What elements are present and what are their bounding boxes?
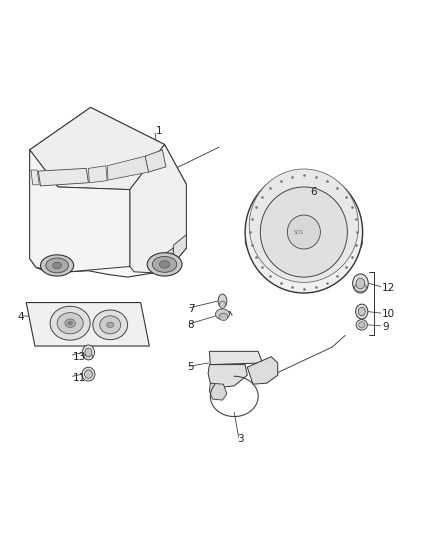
Ellipse shape [245,171,363,293]
Ellipse shape [84,353,93,360]
Text: 6: 6 [311,187,317,197]
Ellipse shape [219,313,228,320]
Ellipse shape [50,306,90,340]
Ellipse shape [41,255,74,276]
Ellipse shape [100,316,120,334]
Text: 1: 1 [156,126,162,136]
Ellipse shape [85,348,92,357]
Text: 4: 4 [18,312,25,322]
Text: 3: 3 [237,434,244,444]
Polygon shape [247,357,278,384]
Text: 5: 5 [187,362,194,372]
Ellipse shape [46,258,68,273]
Ellipse shape [359,321,365,328]
Ellipse shape [354,284,367,292]
Polygon shape [145,150,166,172]
Ellipse shape [218,294,227,308]
Ellipse shape [356,319,367,330]
Polygon shape [158,248,173,273]
Ellipse shape [356,304,368,319]
Polygon shape [26,303,149,346]
Ellipse shape [53,262,61,269]
Ellipse shape [159,261,170,268]
Ellipse shape [147,253,182,276]
Ellipse shape [82,367,95,381]
Ellipse shape [85,370,92,378]
Polygon shape [39,168,88,186]
Polygon shape [30,150,130,272]
Ellipse shape [215,309,230,319]
Ellipse shape [57,313,83,334]
Ellipse shape [358,308,365,316]
Polygon shape [130,144,186,273]
Polygon shape [208,365,247,387]
Ellipse shape [356,278,365,289]
Text: 10: 10 [382,309,396,319]
Text: 13: 13 [73,352,86,361]
Text: 9: 9 [382,322,389,333]
Ellipse shape [249,169,359,282]
Ellipse shape [65,319,75,327]
Ellipse shape [219,301,226,309]
Text: SOS: SOS [293,230,304,235]
Text: 11: 11 [73,373,86,383]
Polygon shape [209,351,262,365]
Ellipse shape [82,345,95,360]
Ellipse shape [68,321,72,325]
Polygon shape [30,108,186,277]
Polygon shape [88,166,107,183]
Text: 8: 8 [187,320,194,330]
Ellipse shape [287,215,321,249]
Ellipse shape [152,256,177,272]
Polygon shape [31,170,39,185]
Polygon shape [173,235,186,264]
Text: 12: 12 [382,282,396,293]
Ellipse shape [353,274,368,293]
Polygon shape [209,383,227,400]
Text: 7: 7 [187,304,194,314]
Ellipse shape [107,322,114,327]
Ellipse shape [260,187,347,277]
Ellipse shape [93,310,127,340]
Polygon shape [30,108,165,190]
Polygon shape [107,156,148,180]
